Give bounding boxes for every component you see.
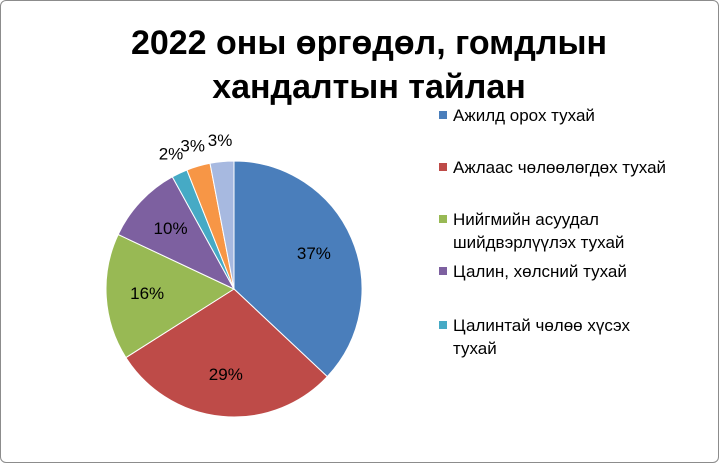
data-label: 16% (130, 284, 164, 303)
legend-key (439, 321, 447, 329)
legend-label: Цалинтай чөлөө хүсэх тухай (453, 316, 631, 358)
legend-key (439, 163, 447, 171)
data-label: 3% (208, 131, 233, 150)
legend-entry: Нийгмийн асуудал шийдвэрлүүлэх тухай (439, 208, 668, 254)
data-label: 2% (159, 145, 184, 164)
pie-slice (117, 176, 236, 291)
chart-title: хандалтын тайлан (212, 68, 526, 106)
legend-key (439, 215, 447, 223)
pie-slice (125, 288, 329, 418)
legend-label: Нийгмийн асуудал шийдвэрлүүлэх тухай (453, 210, 625, 252)
legend-key (439, 267, 447, 275)
legend-label: Цалин, хөлсний тухай (453, 262, 627, 281)
data-label: 37% (297, 244, 331, 263)
data-label: 29% (209, 365, 243, 384)
legend-entry: Цалин, хөлсний тухай (439, 260, 668, 283)
legend-label: Ажилд орох тухай (453, 106, 595, 125)
legend-entry: Ажилд орох тухай (439, 104, 668, 127)
data-label: 3% (180, 136, 205, 155)
pie-slice (233, 160, 363, 378)
legend-entry: Цалинтай чөлөө хүсэх тухай (439, 314, 668, 360)
pie-slice (209, 160, 235, 290)
pie-slice (105, 233, 236, 359)
legend-entry: Ажлаас чөлөөлөгдөх тухай (439, 156, 668, 179)
legend-key (439, 111, 447, 119)
chart-title: 2022 оны өргөдөл, гомдлын (131, 24, 607, 62)
legend-label: Ажлаас чөлөөлөгдөх тухай (453, 158, 667, 177)
data-label: 10% (154, 219, 188, 238)
